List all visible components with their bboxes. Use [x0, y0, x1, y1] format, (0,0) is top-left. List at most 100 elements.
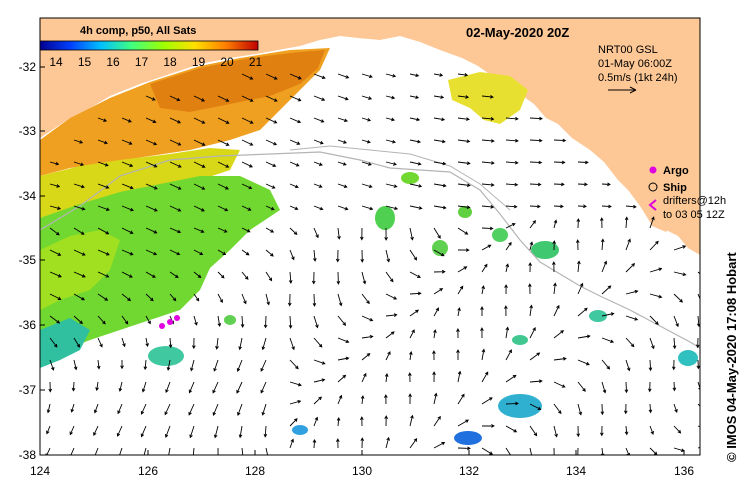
current-arrow	[505, 138, 519, 143]
current-arrow	[97, 117, 108, 122]
current-arrow	[577, 204, 587, 209]
current-arrow	[457, 266, 468, 273]
current-arrow	[457, 227, 469, 235]
y-tick-label: -38	[19, 448, 37, 462]
current-arrow	[385, 271, 394, 283]
current-arrow	[553, 330, 565, 339]
current-arrow	[409, 249, 418, 261]
current-arrow	[361, 334, 374, 339]
current-arrow	[553, 356, 567, 361]
current-arrow	[193, 249, 204, 255]
current-arrow	[265, 73, 278, 80]
colorbar-tick-label: 14	[49, 55, 63, 69]
current-arrow	[164, 425, 171, 438]
sst-yellow-band	[40, 148, 240, 218]
current-arrow	[237, 403, 243, 416]
current-arrow	[385, 139, 397, 144]
current-arrow	[409, 73, 420, 78]
current-arrow	[313, 73, 326, 80]
current-arrow	[601, 337, 615, 344]
current-arrow	[217, 95, 230, 102]
current-arrow	[385, 183, 398, 188]
current-arrow	[288, 315, 293, 329]
current-arrow	[97, 337, 103, 348]
plot-frame	[39, 17, 701, 456]
current-arrow	[480, 327, 484, 339]
current-arrow	[289, 418, 298, 427]
current-arrow	[577, 307, 588, 317]
current-arrow	[361, 95, 373, 100]
current-arrow	[313, 161, 323, 166]
current-arrow	[432, 350, 436, 361]
current-arrow	[313, 95, 326, 101]
current-arrow	[553, 160, 566, 165]
current-arrow	[73, 161, 85, 166]
current-arrow	[121, 315, 129, 325]
current-arrow	[481, 424, 495, 428]
current-arrow	[70, 403, 75, 413]
current-arrow	[697, 293, 700, 303]
current-arrow	[265, 293, 270, 306]
current-arrow	[673, 315, 679, 328]
symbol-legend: Argo Ship drifters@12h to 03 05 12Z	[648, 165, 726, 221]
current-arrow	[623, 403, 628, 415]
current-arrow	[385, 331, 395, 339]
current-arrow	[625, 238, 631, 251]
current-arrow	[97, 183, 110, 189]
current-arrow	[337, 337, 350, 343]
current-arrow	[217, 271, 225, 279]
current-arrow	[385, 436, 390, 449]
current-arrow	[188, 403, 195, 416]
current-arrow	[600, 425, 604, 437]
current-arrow	[433, 269, 446, 274]
x-tick-label: 132	[459, 464, 479, 478]
current-arrow	[672, 381, 677, 392]
current-arrow	[360, 437, 365, 449]
x-tick-label: 124	[30, 464, 50, 478]
current-arrow	[408, 393, 412, 405]
current-arrow	[49, 161, 60, 166]
current-arrow	[140, 425, 147, 438]
current-arrow	[433, 95, 445, 99]
current-arrow	[529, 447, 533, 455]
current-arrow	[697, 271, 700, 275]
current-arrow	[552, 240, 557, 251]
current-arrow	[529, 403, 542, 410]
current-arrow	[236, 381, 243, 394]
current-arrow	[337, 227, 341, 240]
current-arrow	[73, 359, 78, 371]
x-tick-label: 128	[245, 464, 265, 478]
current-arrow	[553, 381, 566, 388]
current-arrow	[457, 446, 471, 451]
current-arrow	[192, 337, 196, 350]
current-arrow	[384, 415, 388, 427]
current-arrow	[553, 425, 558, 438]
current-arrow	[289, 359, 299, 370]
current-arrow	[215, 337, 219, 350]
current-arrow	[577, 282, 584, 295]
current-arrow	[529, 220, 536, 229]
current-arrow	[121, 227, 134, 234]
current-arrow	[121, 249, 134, 256]
current-arrow	[145, 183, 158, 190]
current-arrow	[673, 271, 687, 277]
current-arrow	[212, 381, 219, 394]
current-arrow	[145, 271, 156, 278]
current-arrow	[457, 307, 461, 317]
current-arrow	[265, 161, 277, 168]
current-arrow	[121, 271, 133, 278]
current-arrow	[553, 138, 567, 143]
current-arrow	[217, 315, 222, 328]
drifters-label-2: to 03 05 12Z	[663, 209, 725, 221]
current-arrow	[217, 293, 223, 304]
current-arrow	[481, 263, 488, 273]
current-arrow	[457, 285, 464, 295]
current-arrow	[575, 239, 580, 251]
current-arrow	[576, 447, 580, 455]
current-arrow	[312, 438, 317, 449]
current-arrow	[166, 359, 171, 371]
current-arrow	[193, 205, 205, 212]
sst-patch	[432, 240, 448, 256]
australia-land	[40, 18, 700, 255]
current-arrow	[624, 425, 629, 436]
